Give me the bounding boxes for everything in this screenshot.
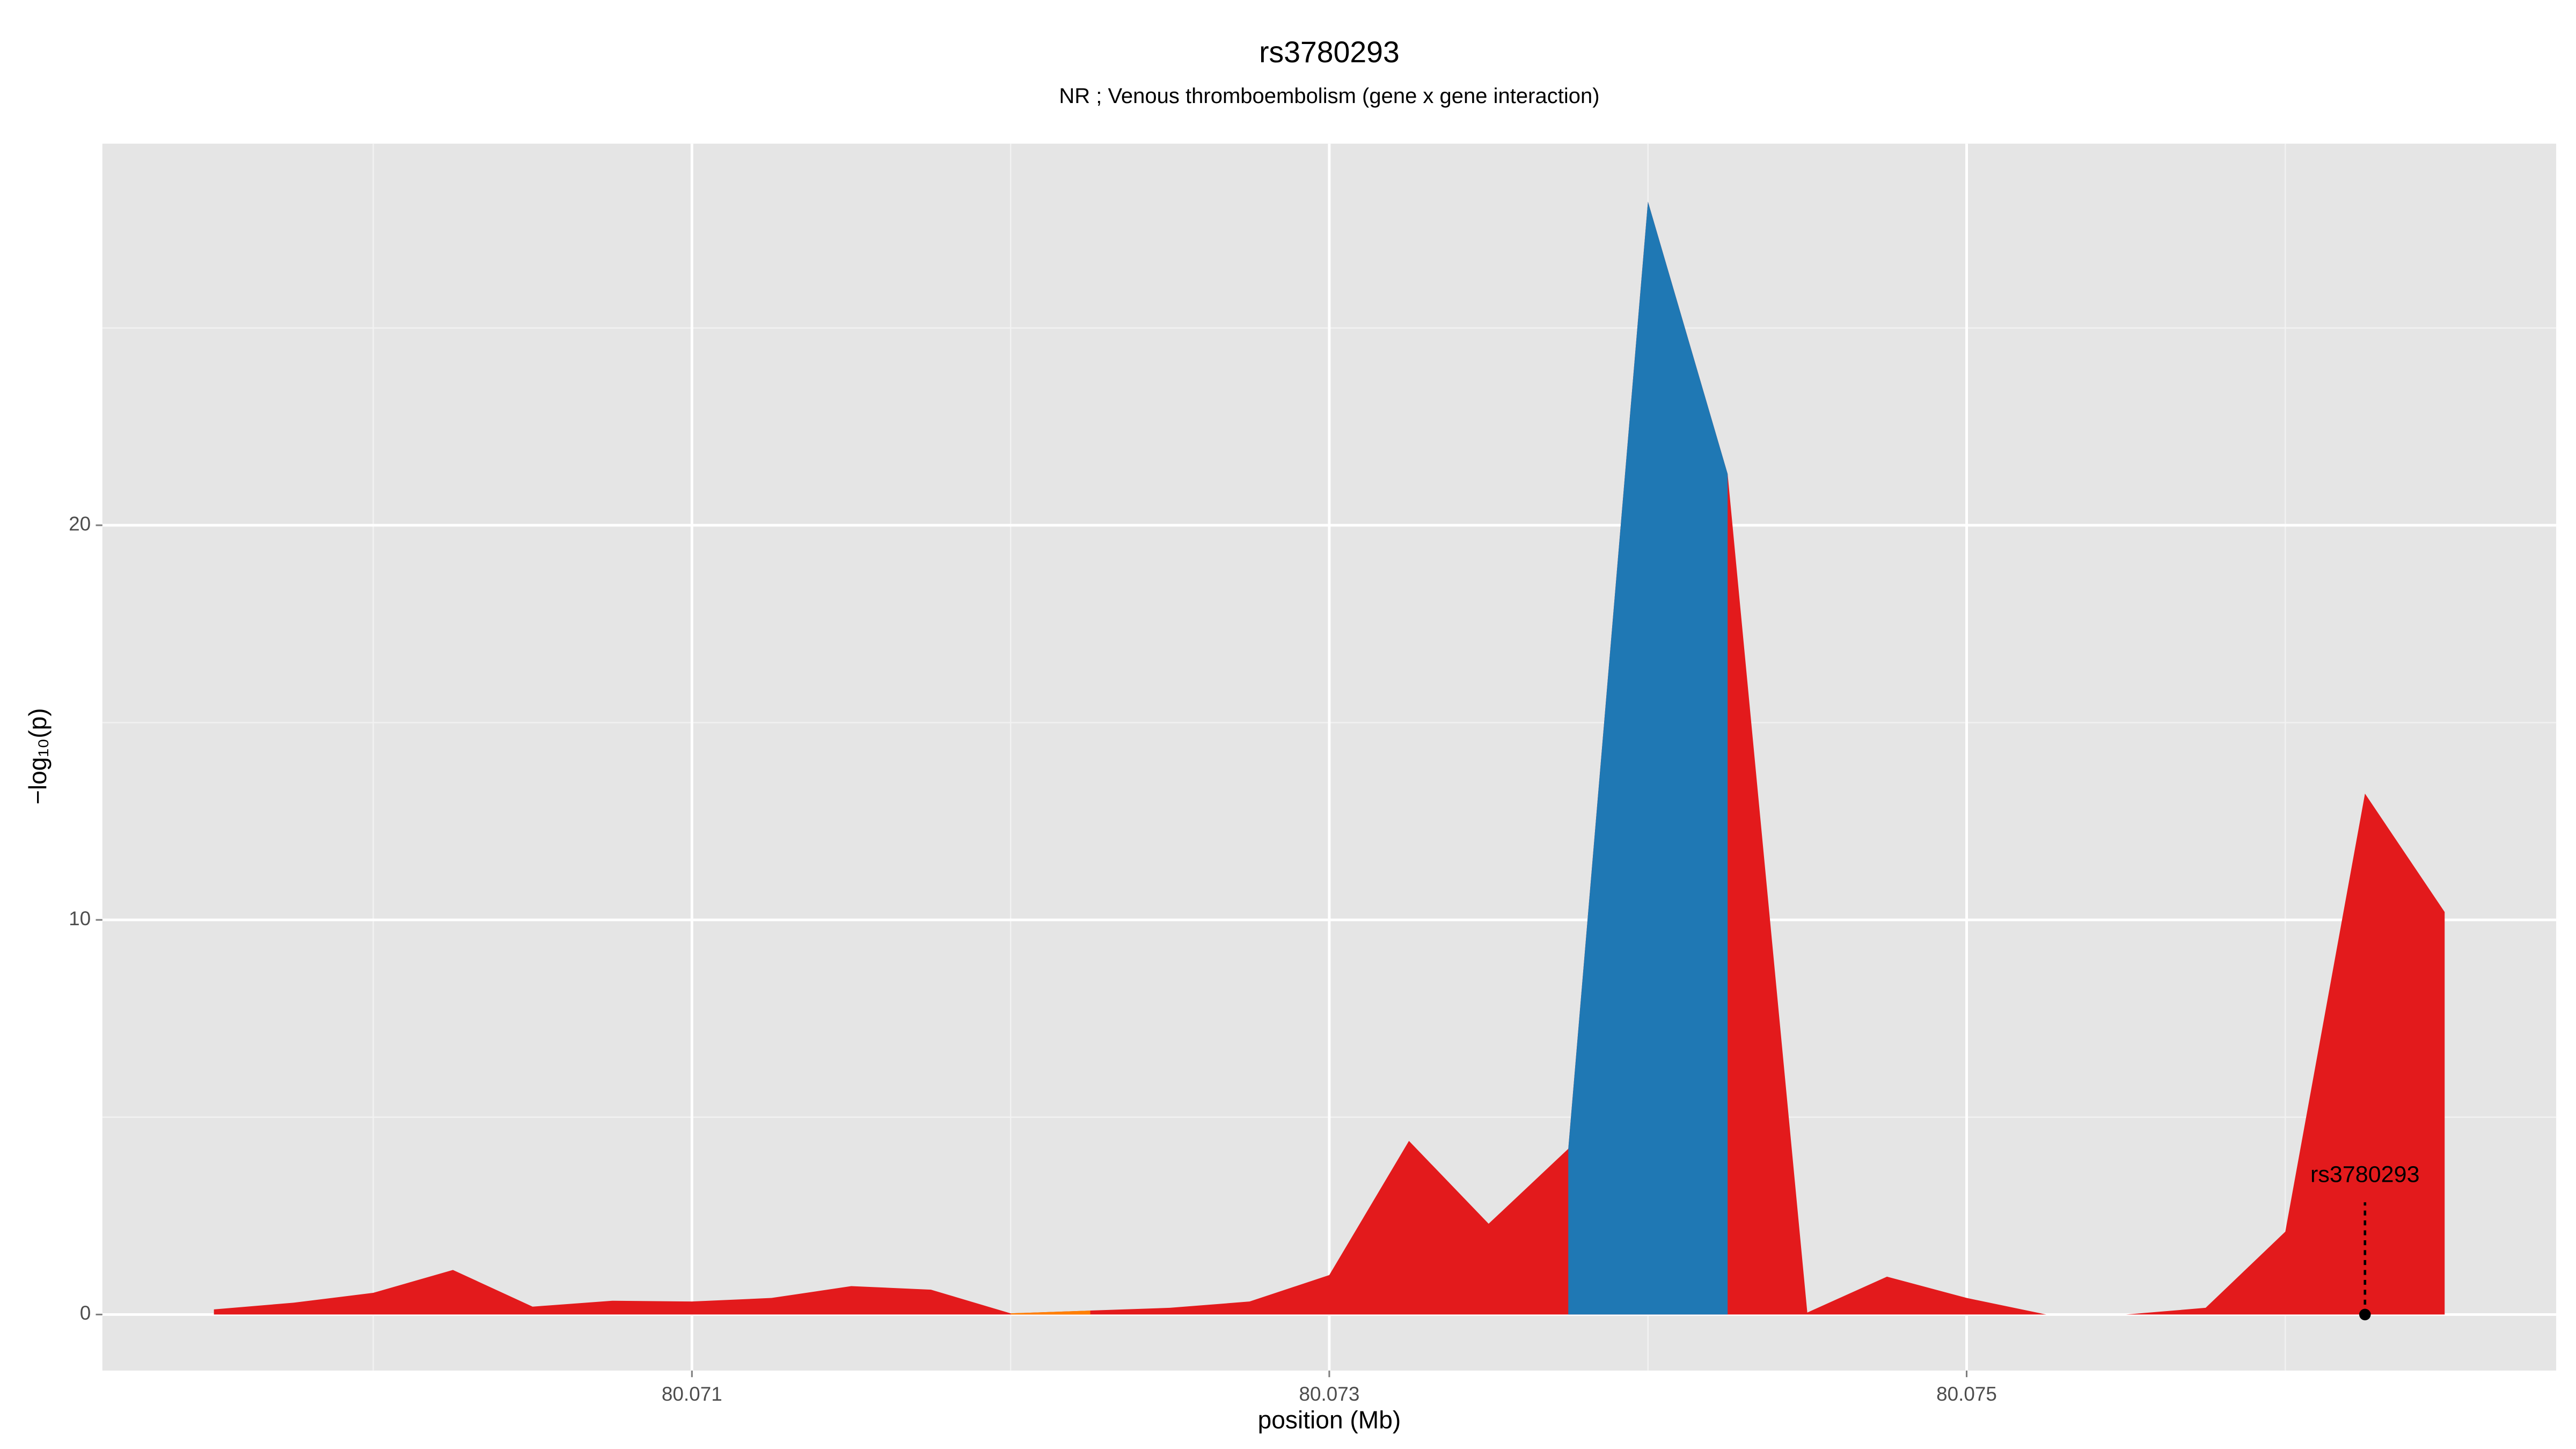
chart-title: rs3780293 bbox=[1259, 35, 1400, 69]
marks: rs3780293 bbox=[214, 201, 2445, 1321]
area bbox=[1568, 201, 1728, 1315]
y-tick-label: 10 bbox=[69, 908, 91, 930]
x-axis-label: position (Mb) bbox=[1258, 1406, 1401, 1433]
x-tick-label: 80.075 bbox=[1936, 1383, 1997, 1405]
x-tick-label: 80.071 bbox=[662, 1383, 722, 1405]
area bbox=[1011, 1311, 1091, 1315]
y-tick-label: 20 bbox=[69, 513, 91, 535]
x-tick-label: 80.073 bbox=[1299, 1383, 1359, 1405]
chart-subtitle: NR ; Venous thromboembolism (gene x gene… bbox=[1059, 84, 1599, 108]
y-axis-label: −log₁₀(p) bbox=[24, 708, 52, 804]
annotation-point bbox=[2359, 1308, 2371, 1321]
y-tick-label: 0 bbox=[80, 1302, 91, 1324]
annotation-label: rs3780293 bbox=[2310, 1161, 2420, 1187]
